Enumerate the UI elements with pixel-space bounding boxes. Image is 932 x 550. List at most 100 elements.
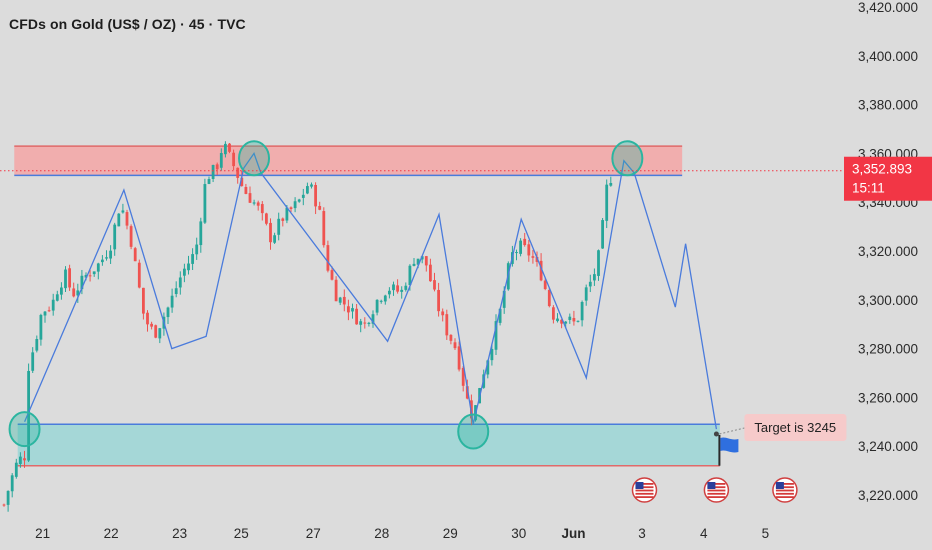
candle-body <box>219 153 223 168</box>
candle-body <box>396 285 399 292</box>
candle-body <box>277 218 281 235</box>
candle-body <box>371 314 375 324</box>
us-flag-stripe <box>635 489 654 492</box>
y-tick-label: 3,220.000 <box>858 488 918 503</box>
candle-body <box>142 287 145 314</box>
us-flag-stripe <box>635 492 654 495</box>
candle-body <box>203 184 207 223</box>
candle-body <box>47 310 51 312</box>
y-tick-label: 3,260.000 <box>858 390 918 405</box>
candle-body <box>285 207 289 221</box>
candle-body <box>383 295 387 302</box>
candle-body <box>260 204 264 214</box>
current-price-countdown: 15:11 <box>852 181 885 196</box>
candle-body <box>486 360 490 375</box>
candle-body <box>494 321 498 350</box>
candle-body <box>23 458 26 461</box>
y-tick-label: 3,420.000 <box>858 0 918 15</box>
candle-body <box>568 316 572 320</box>
candle-body <box>55 294 59 301</box>
candle-body <box>400 289 404 292</box>
candle-body <box>137 262 141 288</box>
y-axis[interactable]: 3,420.0003,400.0003,380.0003,360.0003,34… <box>844 0 932 503</box>
x-axis[interactable]: 21 22 23 25 27 28 29 30 Jun 3 4 5 <box>35 526 769 541</box>
candle-body <box>92 271 96 275</box>
x-tick-label: 21 <box>35 526 50 541</box>
candle-body <box>588 281 592 287</box>
candle-body <box>408 265 412 286</box>
y-tick-label: 3,240.000 <box>858 439 918 454</box>
candle-body <box>236 167 240 178</box>
y-tick-label: 3,280.000 <box>858 342 918 357</box>
candle-body <box>527 244 531 256</box>
us-flag-canton <box>775 482 784 489</box>
candle-body <box>547 289 551 307</box>
target-label-box[interactable] <box>744 414 847 441</box>
candle-body <box>449 334 453 341</box>
candle-body <box>105 257 108 259</box>
candle-body <box>379 300 383 302</box>
x-tick-label: 4 <box>700 526 708 541</box>
us-flag-icon[interactable] <box>703 477 730 503</box>
candle-body <box>338 297 342 303</box>
candle-body <box>170 295 174 308</box>
candle-body <box>19 456 22 464</box>
candle-body <box>326 245 330 271</box>
y-tick-label: 3,300.000 <box>858 293 918 308</box>
chart-title: CFDs on Gold (US$ / OZ) · 45 · TVC <box>9 16 246 32</box>
candle-body <box>314 184 317 207</box>
candle-body <box>531 256 535 258</box>
candle-body <box>301 194 305 198</box>
support-zone[interactable] <box>17 424 720 466</box>
projection-zigzag-line[interactable] <box>24 151 718 430</box>
x-tick-label: 5 <box>762 526 770 541</box>
candle-body <box>35 338 39 351</box>
current-price-label-box[interactable] <box>844 156 932 201</box>
candle-body <box>269 222 272 243</box>
us-flag-icon[interactable] <box>631 477 658 503</box>
candle-body <box>256 202 260 206</box>
candle-body <box>297 199 301 202</box>
candle-body <box>195 244 199 255</box>
candle-body <box>412 263 416 266</box>
candle-body <box>392 284 395 291</box>
candle-body <box>490 349 494 361</box>
candle-body <box>64 269 67 289</box>
candle-body <box>502 290 506 308</box>
candle-body <box>10 475 14 492</box>
candle-body <box>51 299 55 311</box>
candle-body <box>265 213 268 224</box>
candle-body <box>68 268 71 288</box>
candle-body <box>215 164 219 170</box>
candle-body <box>6 490 10 505</box>
pattern-layer <box>24 151 718 430</box>
us-flag-icon[interactable] <box>772 477 798 503</box>
candle-body <box>543 280 547 290</box>
candle-body <box>146 312 149 325</box>
x-tick-label: Jun <box>562 526 586 541</box>
candle-body <box>318 205 322 210</box>
candle-body <box>322 211 326 246</box>
x-tick-label: 28 <box>374 526 389 541</box>
candle-body <box>2 504 6 506</box>
candle-body <box>88 275 92 277</box>
candle-body <box>158 328 162 339</box>
pivot-circle-marker[interactable] <box>611 140 644 177</box>
candle-body <box>72 288 76 297</box>
candle-body <box>101 259 104 263</box>
x-tick-label: 22 <box>104 526 119 541</box>
candle-body <box>359 321 363 325</box>
candle-body <box>609 182 613 186</box>
candle-body <box>252 202 256 204</box>
us-flag-canton <box>707 482 716 489</box>
candle-body <box>39 314 43 340</box>
pivot-circle-marker[interactable] <box>8 411 41 448</box>
x-tick-label: 3 <box>638 526 646 541</box>
y-tick-label: 3,400.000 <box>858 49 918 64</box>
candle-body <box>166 307 170 318</box>
pivot-circle-marker[interactable] <box>238 140 271 177</box>
candle-body <box>248 193 252 203</box>
pivot-circle-marker[interactable] <box>457 413 490 450</box>
candle-body <box>310 184 313 187</box>
